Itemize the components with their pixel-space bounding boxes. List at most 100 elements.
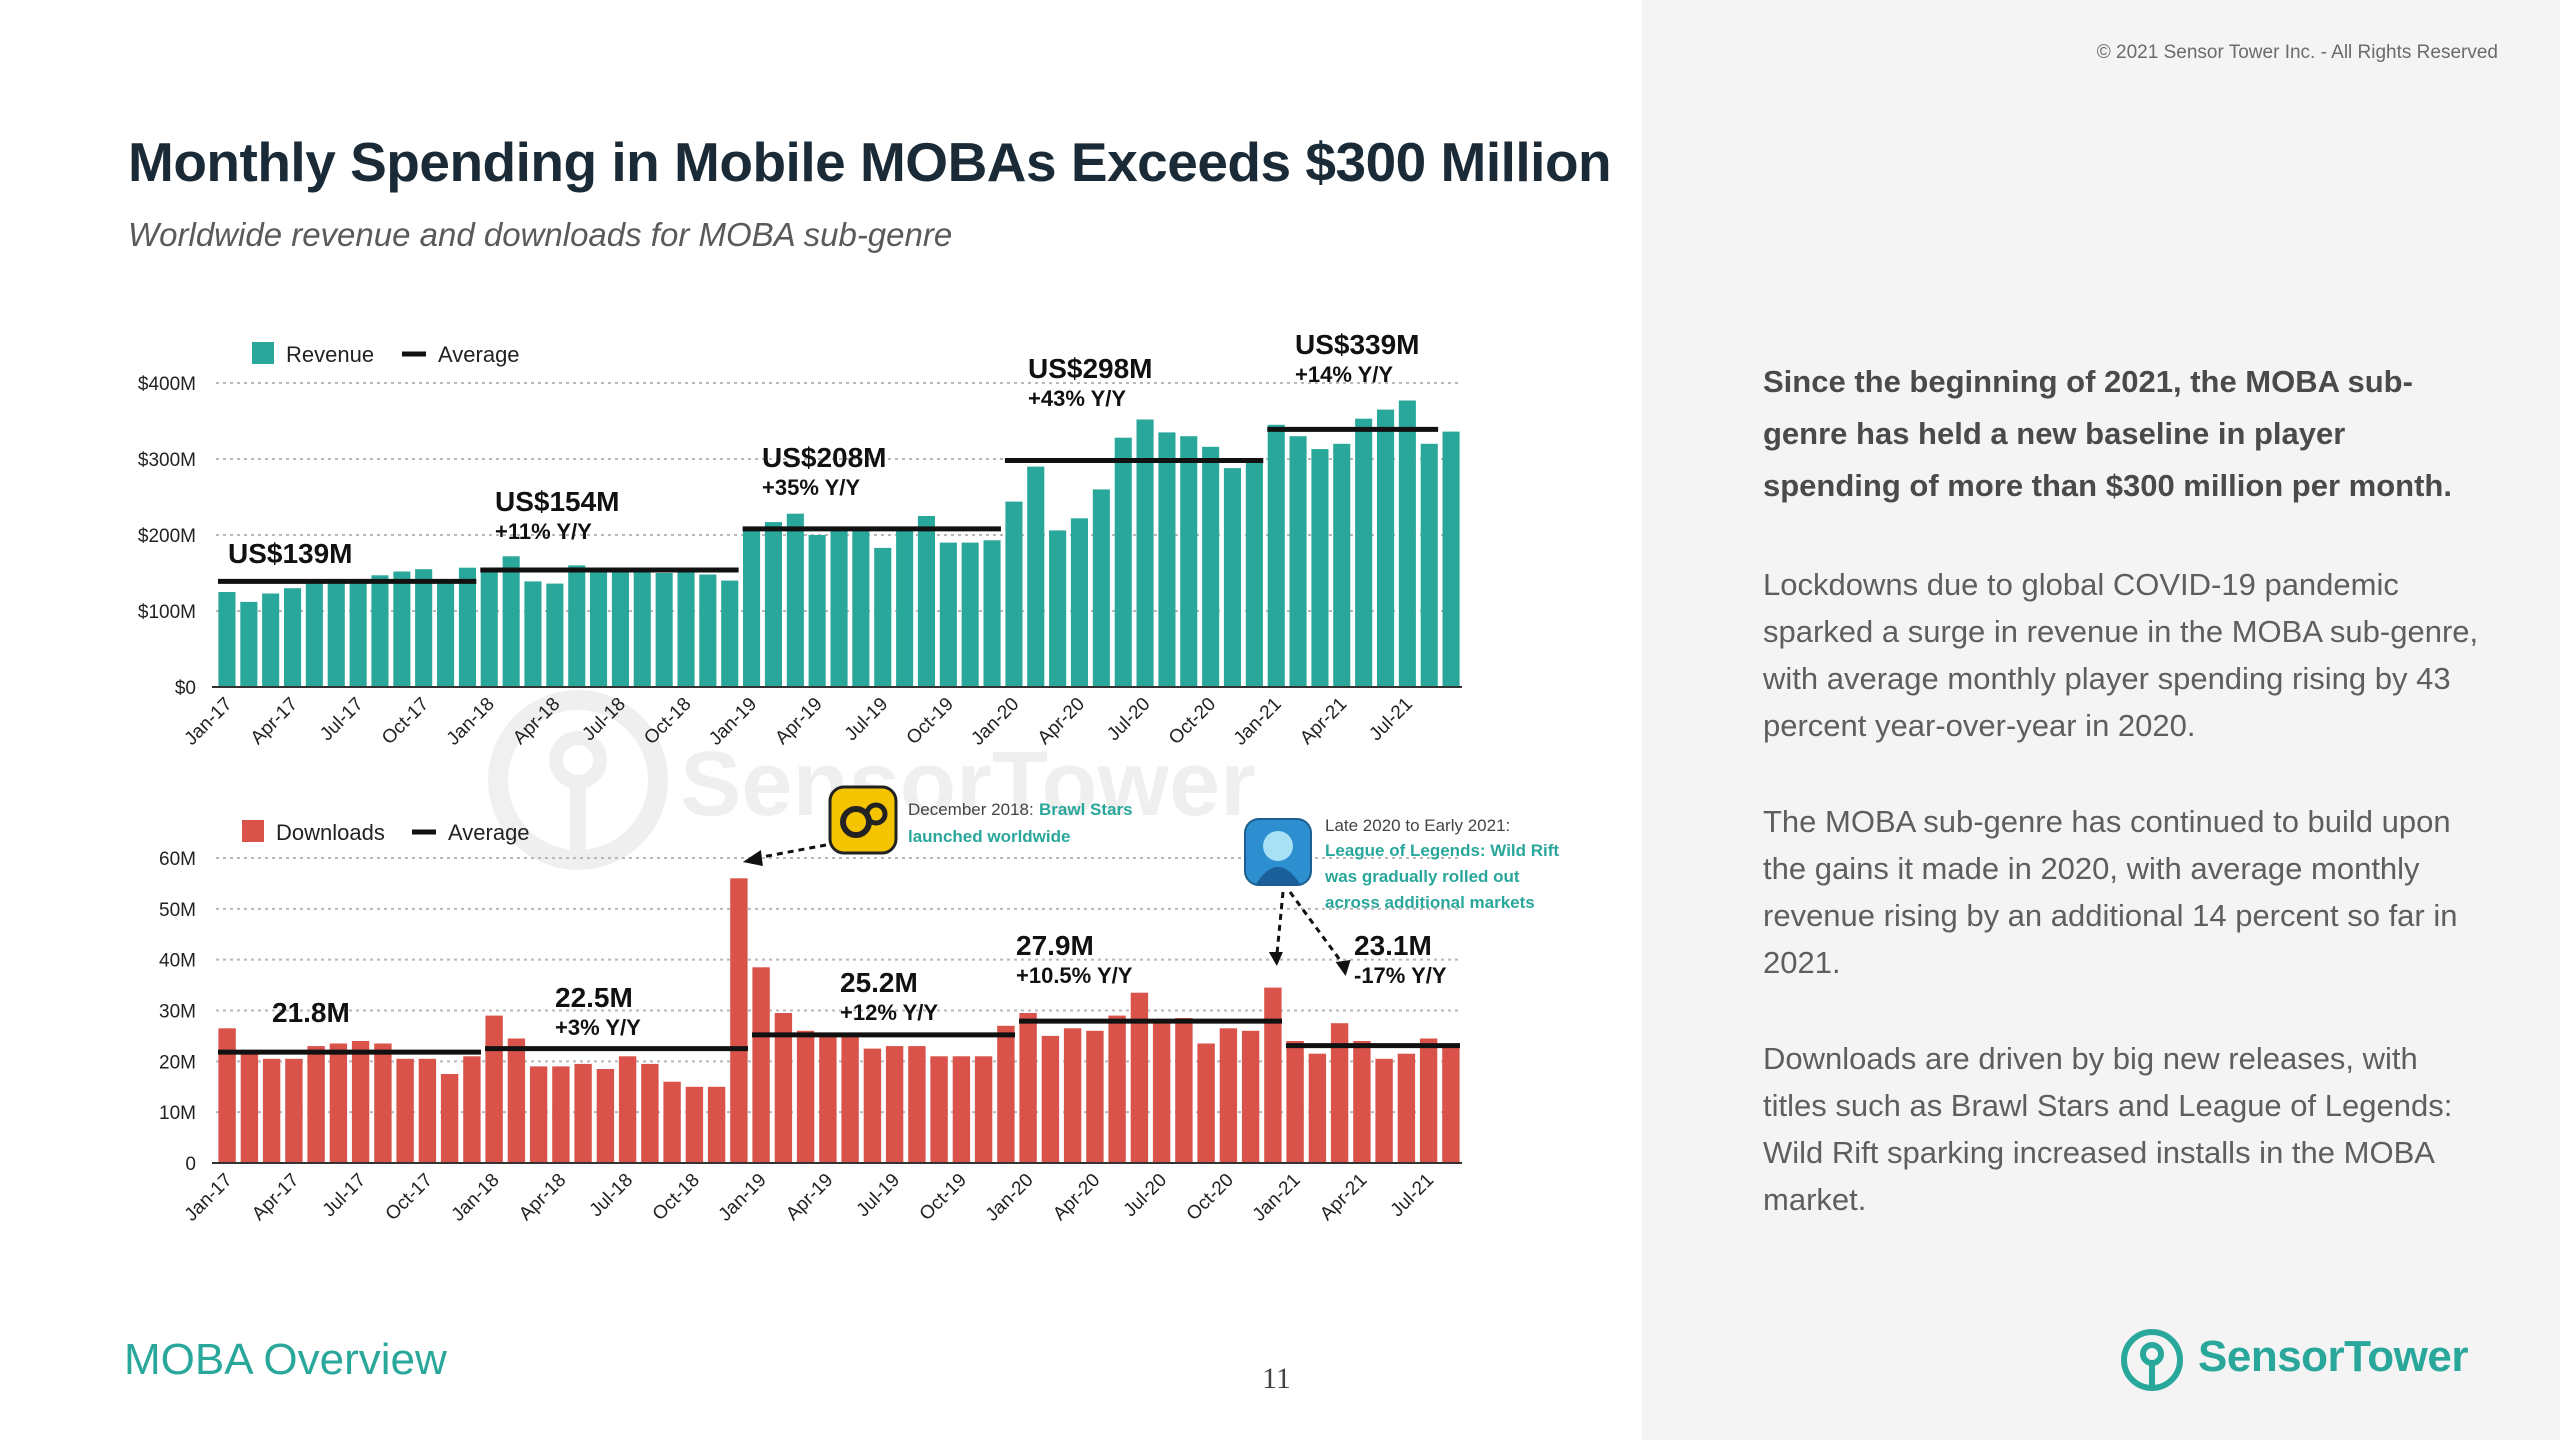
x-tick-label: Jul-21	[1387, 1170, 1438, 1221]
y-tick-label: 20M	[159, 1052, 196, 1073]
annotation-text: across additional markets	[1325, 893, 1535, 912]
legend-series-label: Revenue	[286, 342, 374, 367]
x-tick-label: Apr-21	[1316, 1170, 1371, 1225]
bar-revenue	[262, 593, 280, 687]
y-tick-label: $300M	[138, 450, 196, 471]
moba-charts: SensorTower $0 $100M $200M $300M $400M Jan-17…	[138, 329, 1560, 1226]
bar-downloads	[1152, 1020, 1171, 1163]
footer-section-label: MOBA Overview	[124, 1335, 447, 1384]
bar-revenue	[633, 571, 651, 687]
bar-revenue	[1180, 436, 1198, 687]
bar-downloads	[552, 1066, 570, 1163]
bar-downloads	[240, 1053, 259, 1163]
bar-revenue	[590, 568, 608, 687]
average-value-label: US$154M	[495, 486, 620, 517]
x-tick-label: Jul-18	[586, 1170, 637, 1221]
bar-revenue	[568, 565, 586, 687]
y-tick-label: 40M	[159, 951, 196, 972]
bar-revenue	[1267, 424, 1285, 687]
legend-average-label: Average	[448, 820, 530, 845]
x-tick-label: Jan-17	[181, 694, 237, 750]
bar-revenue	[764, 522, 782, 687]
copyright-text: © 2021 Sensor Tower Inc. - All Rights Re…	[2096, 42, 2498, 63]
annotation-text: was gradually rolled out	[1324, 867, 1520, 886]
revenue-chart: $0 $100M $200M $300M $400M Jan-17 Apr-17 Jul-17…	[138, 329, 1462, 750]
bar-revenue	[1049, 530, 1067, 687]
annotation-date: Late 2020 to Early 2021:	[1325, 816, 1510, 835]
bar-downloads	[307, 1046, 325, 1163]
bar-downloads	[329, 1043, 348, 1163]
annotation-text: launched worldwide	[908, 827, 1070, 846]
annotation-text: Brawl Stars	[1039, 800, 1133, 819]
bar-revenue	[284, 588, 302, 687]
bar-downloads	[262, 1058, 281, 1163]
sensor-tower-logo-icon	[2121, 1329, 2183, 1391]
commentary: Since the beginning of 2021, the MOBA su…	[1763, 356, 2483, 1272]
average-value-label: US$339M	[1295, 329, 1420, 360]
growth-label: +35% Y/Y	[762, 475, 860, 500]
bar-revenue	[393, 571, 411, 687]
x-tick-label: Jan-21	[1249, 1170, 1305, 1226]
bar-revenue	[349, 582, 367, 687]
x-tick-label: Jul-21	[1365, 694, 1416, 745]
bar-revenue	[1202, 446, 1220, 687]
sensor-tower-logo-text: SensorTower	[2198, 1332, 2468, 1381]
wild-rift-icon-body	[1256, 867, 1300, 884]
bar-downloads	[863, 1048, 882, 1163]
bar-downloads	[1375, 1058, 1393, 1163]
y-tick-label: 10M	[159, 1103, 196, 1124]
bar-downloads	[1397, 1053, 1416, 1163]
y-tick-label: 60M	[159, 849, 196, 870]
bar-revenue	[1136, 419, 1154, 687]
bar-revenue	[655, 573, 673, 687]
x-tick-label: Oct-17	[382, 1170, 437, 1225]
bar-revenue	[808, 535, 826, 687]
svg-text:SensorTower: SensorTower	[680, 733, 1256, 835]
growth-label: +43% Y/Y	[1028, 386, 1126, 411]
x-tick-label: Jan-18	[443, 694, 499, 750]
x-tick-label: Jul-20	[1120, 1170, 1171, 1221]
bar-downloads	[908, 1046, 926, 1163]
average-value-label: US$139M	[228, 538, 353, 569]
bar-revenue	[917, 516, 935, 687]
bar-downloads	[1197, 1043, 1215, 1163]
bar-revenue	[852, 529, 870, 687]
bar-revenue	[546, 583, 564, 687]
bar-downloads	[1219, 1028, 1238, 1163]
bar-revenue	[721, 580, 739, 687]
x-tick-label: Jan-17	[181, 1170, 237, 1226]
bar-revenue	[1027, 466, 1045, 687]
bar-downloads	[1041, 1035, 1060, 1163]
bar-downloads	[1264, 987, 1282, 1163]
x-tick-label: Apr-19	[782, 1170, 837, 1225]
bar-downloads	[1419, 1038, 1438, 1163]
bar-revenue	[1070, 518, 1088, 687]
bar-downloads	[1330, 1023, 1349, 1163]
x-tick-label: Jan-20	[982, 1170, 1038, 1226]
bar-revenue	[305, 582, 323, 687]
x-tick-label: Jan-18	[448, 1170, 504, 1226]
bar-downloads	[485, 1015, 503, 1163]
annotation-arrowhead	[1335, 960, 1351, 976]
y-tick-label: 0	[185, 1154, 196, 1175]
y-tick-label: $0	[175, 678, 196, 699]
bar-revenue	[437, 579, 455, 687]
average-value-label: 22.5M	[555, 982, 633, 1013]
bar-downloads	[952, 1056, 971, 1164]
bar-downloads	[351, 1041, 370, 1163]
bar-revenue	[524, 581, 542, 687]
bar-downloads	[752, 967, 770, 1163]
page-subtitle: Worldwide revenue and downloads for MOBA…	[128, 216, 953, 253]
bar-revenue	[699, 574, 717, 687]
bar-downloads	[1063, 1028, 1082, 1163]
bar-downloads	[1241, 1030, 1260, 1163]
x-tick-label: Apr-17	[247, 694, 302, 749]
x-tick-label: Apr-17	[248, 1170, 303, 1225]
bar-downloads	[730, 878, 748, 1163]
bar-revenue	[1333, 443, 1351, 687]
bar-revenue	[1289, 436, 1307, 687]
average-value-label: 21.8M	[272, 997, 350, 1028]
bar-revenue	[983, 540, 1001, 687]
growth-label: +12% Y/Y	[840, 1000, 938, 1025]
